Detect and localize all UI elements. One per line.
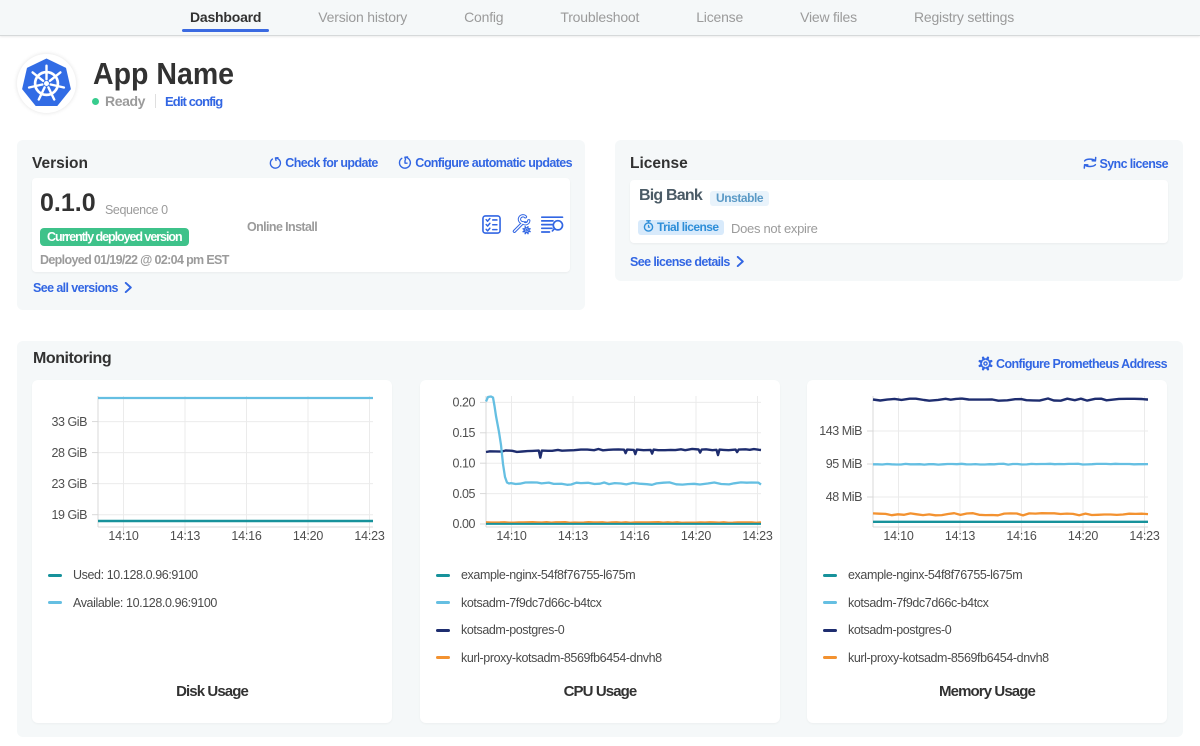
svg-text:14:16: 14:16 [231, 529, 262, 543]
svg-text:0.20: 0.20 [452, 396, 475, 410]
svg-text:14:20: 14:20 [293, 529, 324, 543]
svg-text:14:10: 14:10 [883, 529, 914, 543]
svg-text:0.05: 0.05 [452, 487, 475, 501]
svg-text:14:20: 14:20 [681, 529, 712, 543]
svg-text:14:13: 14:13 [945, 529, 976, 543]
svg-text:33 GiB: 33 GiB [51, 415, 87, 429]
svg-text:14:13: 14:13 [170, 529, 201, 543]
svg-text:14:16: 14:16 [619, 529, 650, 543]
svg-text:0.10: 0.10 [452, 456, 475, 470]
svg-text:14:16: 14:16 [1006, 529, 1037, 543]
svg-text:14:20: 14:20 [1068, 529, 1099, 543]
svg-text:14:13: 14:13 [558, 529, 589, 543]
svg-text:95 MiB: 95 MiB [826, 457, 862, 471]
svg-text:14:23: 14:23 [1129, 529, 1160, 543]
svg-text:143 MiB: 143 MiB [819, 424, 862, 438]
svg-text:14:10: 14:10 [496, 529, 527, 543]
svg-text:0.00: 0.00 [452, 517, 475, 531]
svg-text:0.15: 0.15 [452, 426, 475, 440]
svg-text:14:23: 14:23 [354, 529, 385, 543]
svg-text:23 GiB: 23 GiB [51, 477, 87, 491]
svg-text:48 MiB: 48 MiB [826, 490, 862, 504]
svg-text:28 GiB: 28 GiB [51, 446, 87, 460]
svg-text:19 GiB: 19 GiB [51, 508, 87, 522]
svg-text:14:10: 14:10 [108, 529, 139, 543]
svg-text:14:23: 14:23 [742, 529, 773, 543]
